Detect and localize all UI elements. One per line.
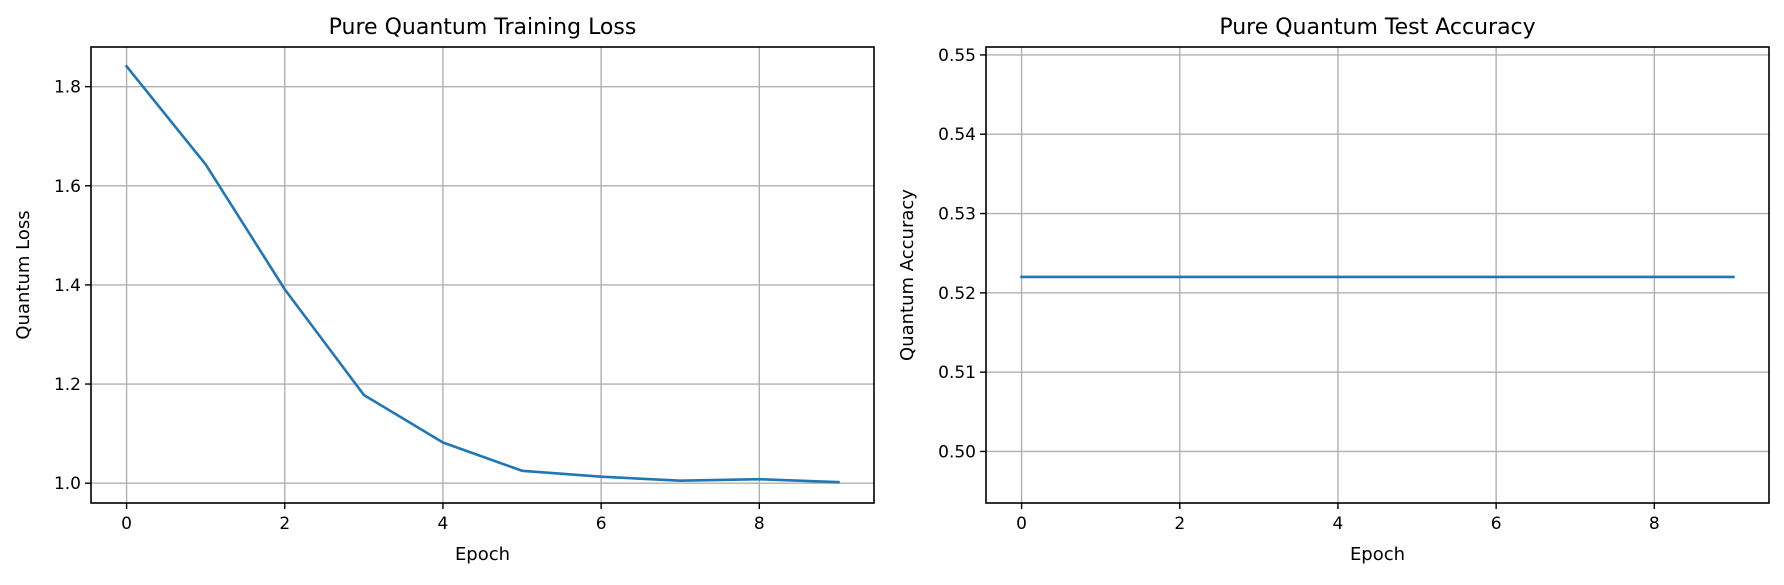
test-accuracy-ytick-label: 0.50 bbox=[938, 442, 976, 462]
training-loss-axes-frame bbox=[90, 46, 875, 504]
test-accuracy-ytick-label: 0.54 bbox=[938, 125, 976, 145]
test-accuracy-ytick-label: 0.53 bbox=[938, 205, 976, 225]
test-accuracy-chart: 0 2 4 6 8 0.50 0.51 0.52 0.53 0.54 0.55 Pure Quant… bbox=[897, 15, 1770, 565]
test-accuracy-grid bbox=[986, 47, 1769, 503]
test-accuracy-xtick-label: 0 bbox=[1016, 514, 1027, 534]
training-loss-xtick-label: 8 bbox=[754, 514, 765, 534]
test-accuracy-ticks: 0 2 4 6 8 0.50 0.51 0.52 0.53 0.54 0.55 bbox=[938, 46, 1660, 534]
test-accuracy-ytick-label: 0.51 bbox=[938, 363, 976, 383]
training-loss-xtick-label: 4 bbox=[438, 514, 449, 534]
test-accuracy-ytick-label: 0.55 bbox=[938, 46, 976, 66]
training-loss-chart: 0 2 4 6 8 1.0 1.2 1.4 1.6 1.8 Pure Quantum Traini… bbox=[13, 15, 875, 565]
test-accuracy-xtick-label: 2 bbox=[1174, 514, 1185, 534]
test-accuracy-axes-frame bbox=[985, 46, 1770, 504]
test-accuracy-xtick-label: 4 bbox=[1333, 514, 1344, 534]
test-accuracy-xtick-label: 8 bbox=[1649, 514, 1660, 534]
training-loss-series bbox=[124, 64, 840, 484]
training-loss-xtick-label: 6 bbox=[596, 514, 607, 534]
training-loss-ytick-label: 1.4 bbox=[54, 276, 81, 296]
training-loss-ytick-label: 1.8 bbox=[54, 78, 81, 98]
training-loss-grid bbox=[91, 47, 874, 503]
test-accuracy-title: Pure Quantum Test Accuracy bbox=[1219, 15, 1535, 40]
training-loss-ytick-label: 1.2 bbox=[54, 375, 81, 395]
test-accuracy-xtick-label: 6 bbox=[1491, 514, 1502, 534]
training-loss-ylabel: Quantum Loss bbox=[13, 210, 34, 339]
training-loss-xtick-label: 0 bbox=[121, 514, 132, 534]
training-loss-ticks: 0 2 4 6 8 1.0 1.2 1.4 1.6 1.8 bbox=[54, 78, 765, 534]
test-accuracy-xlabel: Epoch bbox=[1350, 544, 1405, 565]
test-accuracy-ylabel: Quantum Accuracy bbox=[897, 189, 918, 361]
training-loss-xlabel: Epoch bbox=[455, 544, 510, 565]
training-loss-ytick-label: 1.6 bbox=[54, 177, 81, 197]
training-loss-ytick-label: 1.0 bbox=[54, 474, 81, 494]
training-loss-xtick-label: 2 bbox=[279, 514, 290, 534]
training-loss-title: Pure Quantum Training Loss bbox=[329, 15, 637, 40]
training-loss-series-line bbox=[124, 64, 840, 484]
test-accuracy-ytick-label: 0.52 bbox=[938, 284, 976, 304]
